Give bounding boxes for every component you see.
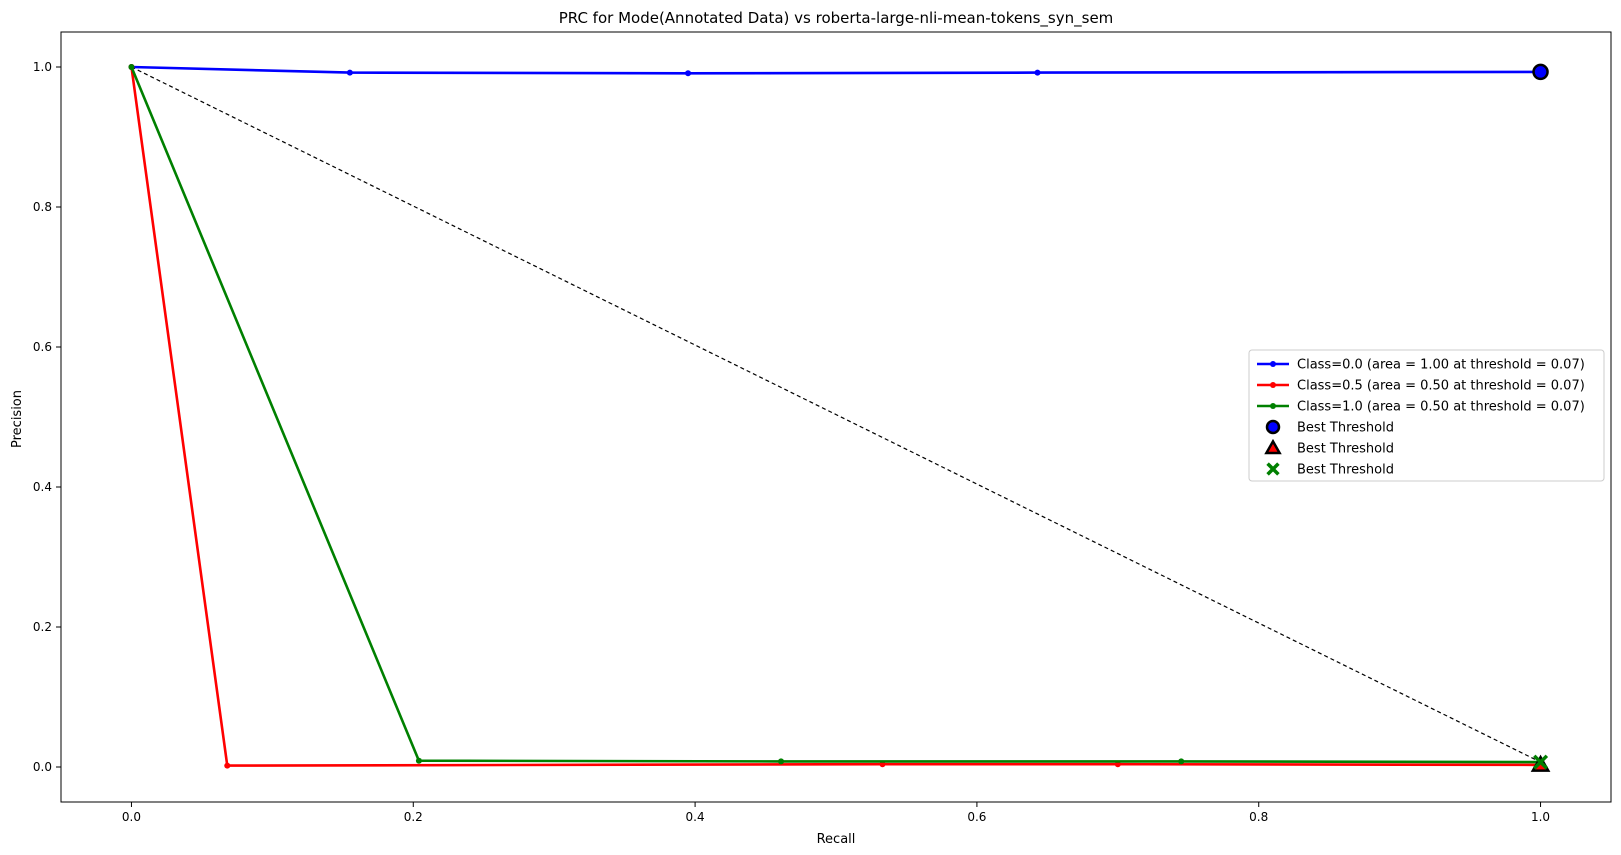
legend-threshold-label-1: Best Threshold — [1297, 442, 1394, 457]
y-tick-label-0: 0.0 — [33, 760, 52, 774]
legend-label-1: Class=0.5 (area = 0.50 at threshold = 0.… — [1297, 379, 1585, 394]
series-line-0 — [131, 65, 1541, 75]
series-0-point-3 — [1034, 69, 1041, 76]
y-tick-label-1: 0.2 — [33, 620, 52, 634]
legend-point-0 — [1270, 361, 1276, 367]
x-tick-label-5: 1.0 — [1531, 810, 1550, 824]
legend-label-2: Class=1.0 (area = 0.50 at threshold = 0.… — [1297, 400, 1585, 415]
series-0-point-2 — [685, 70, 692, 77]
series-2-point-1 — [415, 757, 422, 764]
x-tick-label-4: 0.8 — [1249, 810, 1268, 824]
series-0-point-1 — [346, 69, 353, 76]
best-threshold-marker-0 — [1532, 63, 1549, 81]
x-tick-label-0: 0.0 — [122, 810, 141, 824]
y-tick-label-2: 0.4 — [33, 480, 52, 494]
x-axis-title: Recall — [817, 832, 856, 847]
axes-frame — [60, 31, 1612, 803]
y-tick-label-4: 0.8 — [33, 200, 52, 214]
legend-point-1 — [1270, 382, 1276, 388]
legend-marker-0 — [1265, 419, 1281, 435]
legend-marker-2 — [1266, 462, 1280, 476]
legend-threshold-label-2: Best Threshold — [1297, 463, 1394, 478]
y-axis-title: Precision — [10, 390, 25, 448]
chart-title: PRC for Mode(Annotated Data) vs roberta-… — [559, 9, 1114, 28]
x-tick-label-1: 0.2 — [404, 810, 423, 824]
legend-box — [1248, 349, 1605, 482]
y-tick-label-3: 0.6 — [33, 340, 52, 354]
best-threshold-marker-2 — [1533, 754, 1549, 770]
legend-point-2 — [1270, 403, 1276, 409]
legend: Class=0.0 (area = 1.00 at threshold = 0.… — [1248, 349, 1605, 482]
y-tick-label-5: 1.0 — [33, 60, 52, 74]
x-tick-label-3: 0.6 — [967, 810, 986, 824]
legend-threshold-label-0: Best Threshold — [1297, 421, 1394, 436]
series-2-point-0 — [128, 64, 135, 70]
series-2-point-3 — [1178, 758, 1185, 765]
series-2-point-2 — [778, 758, 785, 765]
reference-dashed-line — [131, 66, 1541, 763]
series-1-point-1 — [224, 762, 231, 769]
x-tick-label-2: 0.4 — [686, 810, 705, 824]
plot-area: 0.0 0.2 0.4 0.6 0.8 1.0 0.0 0.2 0.4 0.6 0.8 1.0 — [33, 31, 1612, 824]
legend-label-0: Class=0.0 (area = 1.00 at threshold = 0.… — [1297, 358, 1585, 373]
legend-marker-1 — [1264, 438, 1282, 455]
